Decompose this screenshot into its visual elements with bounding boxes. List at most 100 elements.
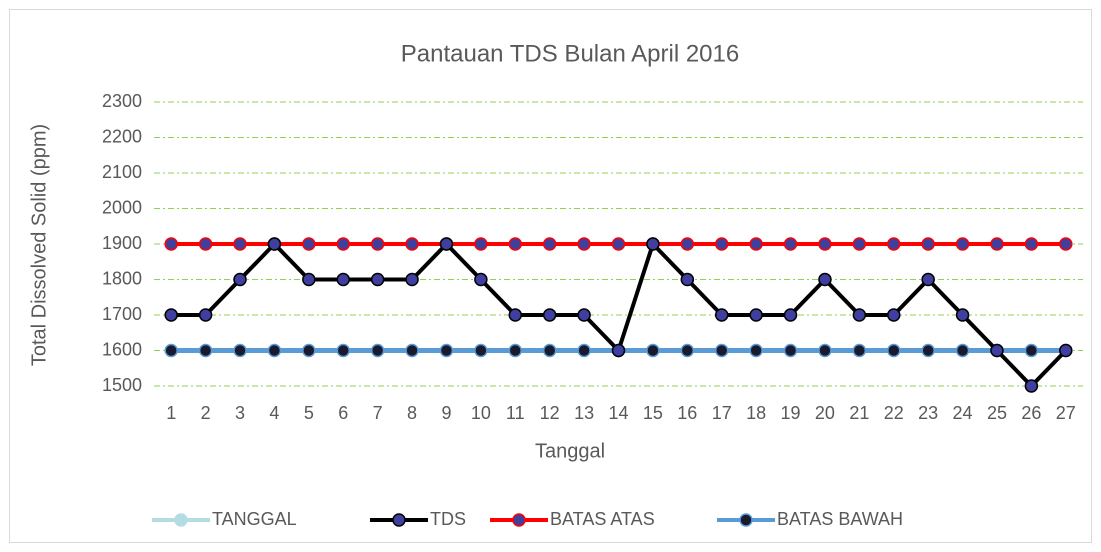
data-point: [783, 308, 798, 322]
data-point: [542, 343, 557, 358]
x-tick-label: 20: [815, 403, 835, 423]
data-point: [164, 308, 178, 322]
data-point: [714, 237, 729, 251]
x-tick-label: 16: [677, 403, 697, 423]
data-point: [302, 343, 316, 358]
data-point: [1024, 343, 1039, 358]
data-point: [405, 237, 419, 251]
y-tick-label: 1700: [102, 304, 142, 324]
data-point: [577, 343, 591, 358]
data-point: [405, 272, 419, 287]
data-point: [852, 237, 867, 251]
x-tick-label: 9: [441, 403, 451, 423]
x-tick-label: 11: [506, 403, 525, 423]
data-point: [680, 343, 695, 358]
x-tick-label: 26: [1021, 403, 1041, 423]
data-point: [1024, 237, 1039, 251]
data-point: [336, 272, 350, 287]
data-point: [302, 237, 316, 251]
data-point: [233, 237, 247, 251]
x-tick-label: 27: [1056, 403, 1076, 423]
legend-label: BATAS BAWAH: [777, 509, 903, 529]
legend-marker: [512, 513, 526, 527]
legend-marker: [739, 513, 753, 527]
data-point: [749, 343, 763, 358]
data-point: [646, 237, 660, 251]
data-point: [164, 343, 178, 358]
data-point: [611, 343, 626, 358]
data-point: [990, 237, 1004, 251]
data-point: [508, 237, 523, 251]
y-axis-title: Total Dissolved Solid (ppm): [28, 124, 50, 366]
data-point: [749, 308, 763, 322]
data-point: [267, 237, 282, 251]
data-point: [577, 237, 591, 251]
data-point: [783, 343, 798, 358]
y-tick-label: 2200: [102, 126, 142, 146]
data-point: [1059, 343, 1073, 358]
legend-marker: [392, 513, 406, 527]
data-point: [474, 272, 488, 287]
x-tick-label: 25: [987, 403, 1007, 423]
x-tick-label: 15: [643, 403, 663, 423]
data-point: [542, 237, 557, 251]
data-point: [577, 308, 591, 322]
x-tick-label: 5: [304, 403, 314, 423]
data-point: [198, 343, 213, 358]
data-point: [1024, 379, 1039, 393]
x-tick-label: 10: [471, 403, 491, 423]
data-point: [508, 308, 523, 322]
y-tick-label: 1900: [102, 233, 142, 253]
data-point: [508, 343, 523, 358]
x-tick-label: 7: [373, 403, 383, 423]
x-tick-label: 12: [540, 403, 560, 423]
data-point: [336, 343, 350, 358]
data-point: [783, 237, 798, 251]
chart-border: [9, 9, 1092, 543]
y-tick-label: 1800: [102, 268, 142, 288]
data-point: [852, 308, 867, 322]
x-tick-label: 3: [235, 403, 245, 423]
x-tick-label: 2: [201, 403, 211, 423]
data-point: [990, 343, 1004, 358]
data-point: [887, 237, 901, 251]
data-point: [887, 343, 901, 358]
data-point: [887, 308, 901, 322]
y-tick-label: 1600: [102, 339, 142, 359]
data-point: [233, 272, 247, 287]
data-point: [646, 343, 660, 358]
y-tick-label: 2300: [102, 91, 142, 111]
x-tick-label: 22: [884, 403, 904, 423]
x-tick-label: 24: [953, 403, 973, 423]
data-point: [955, 237, 970, 251]
legend-label: TDS: [430, 509, 466, 529]
x-tick-label: 19: [781, 403, 801, 423]
x-tick-label: 23: [918, 403, 938, 423]
data-point: [749, 237, 763, 251]
x-tick-label: 18: [746, 403, 766, 423]
data-point: [164, 237, 178, 251]
data-point: [439, 343, 454, 358]
data-point: [680, 237, 695, 251]
data-point: [198, 237, 213, 251]
data-point: [474, 237, 488, 251]
data-point: [921, 272, 935, 287]
y-tick-label: 1500: [102, 375, 142, 395]
chart-title: Pantauan TDS Bulan April 2016: [401, 40, 739, 67]
data-point: [1059, 237, 1073, 251]
data-point: [921, 343, 935, 358]
x-tick-label: 14: [608, 403, 628, 423]
x-tick-label: 17: [712, 403, 732, 423]
legend-marker: [174, 513, 188, 527]
data-point: [611, 237, 626, 251]
x-axis-title: Tanggal: [535, 440, 605, 462]
data-point: [714, 343, 729, 358]
data-point: [955, 308, 970, 322]
y-tick-label: 2000: [102, 197, 142, 217]
data-point: [680, 272, 695, 287]
x-tick-label: 13: [574, 403, 594, 423]
data-point: [370, 343, 385, 358]
data-point: [818, 343, 832, 358]
data-point: [370, 272, 385, 287]
